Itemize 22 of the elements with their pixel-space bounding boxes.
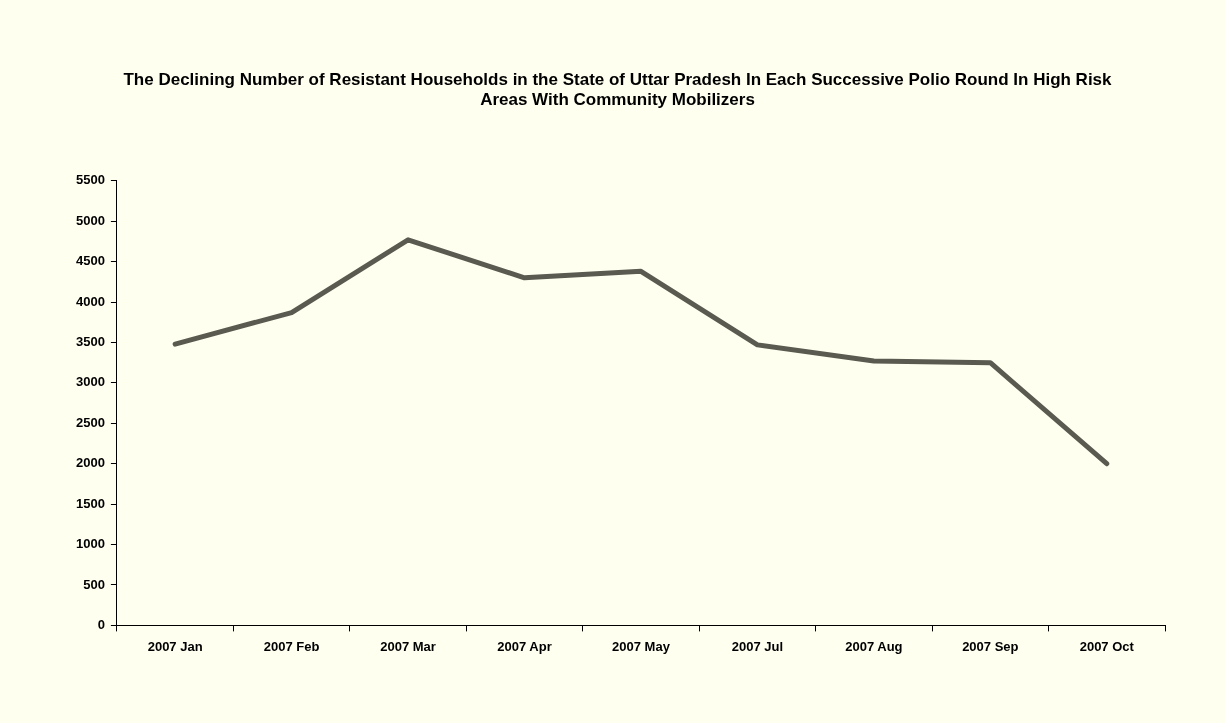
y-tick-label: 0 (97, 616, 105, 632)
x-tick-label: 2007 Jul (731, 638, 784, 654)
x-tick-label: 2007 Aug (845, 638, 903, 654)
x-tick-label: 2007 Feb (263, 638, 320, 654)
y-tick-label: 4000 (76, 293, 105, 309)
y-tick-label: 1000 (76, 536, 105, 552)
y-tick-label: 5000 (76, 212, 105, 228)
y-tick-label: 5500 (76, 172, 105, 188)
x-tick-label: 2007 Sep (962, 638, 1019, 654)
y-tick-label: 2000 (76, 455, 105, 471)
x-tick-label: 2007 Apr (497, 638, 552, 654)
x-tick-label: 2007 May (612, 638, 671, 654)
y-tick-label: 3000 (76, 374, 105, 390)
y-tick-label: 500 (83, 576, 105, 592)
x-tick-label: 2007 Mar (380, 638, 436, 654)
y-tick-label: 1500 (76, 495, 105, 511)
y-tick-label: 2500 (76, 414, 105, 430)
y-tick-label: 3500 (76, 334, 105, 350)
y-tick-label: 4500 (76, 253, 105, 269)
x-tick-label: 2007 Jan (147, 638, 203, 654)
chart-title: The Declining Number of Resistant Households in the State of Uttar Pradesh In Each Successive Polio Round In High Risk Areas With Community Mobilizers (123, 69, 1113, 110)
x-tick-label: 2007 Oct (1079, 638, 1135, 654)
